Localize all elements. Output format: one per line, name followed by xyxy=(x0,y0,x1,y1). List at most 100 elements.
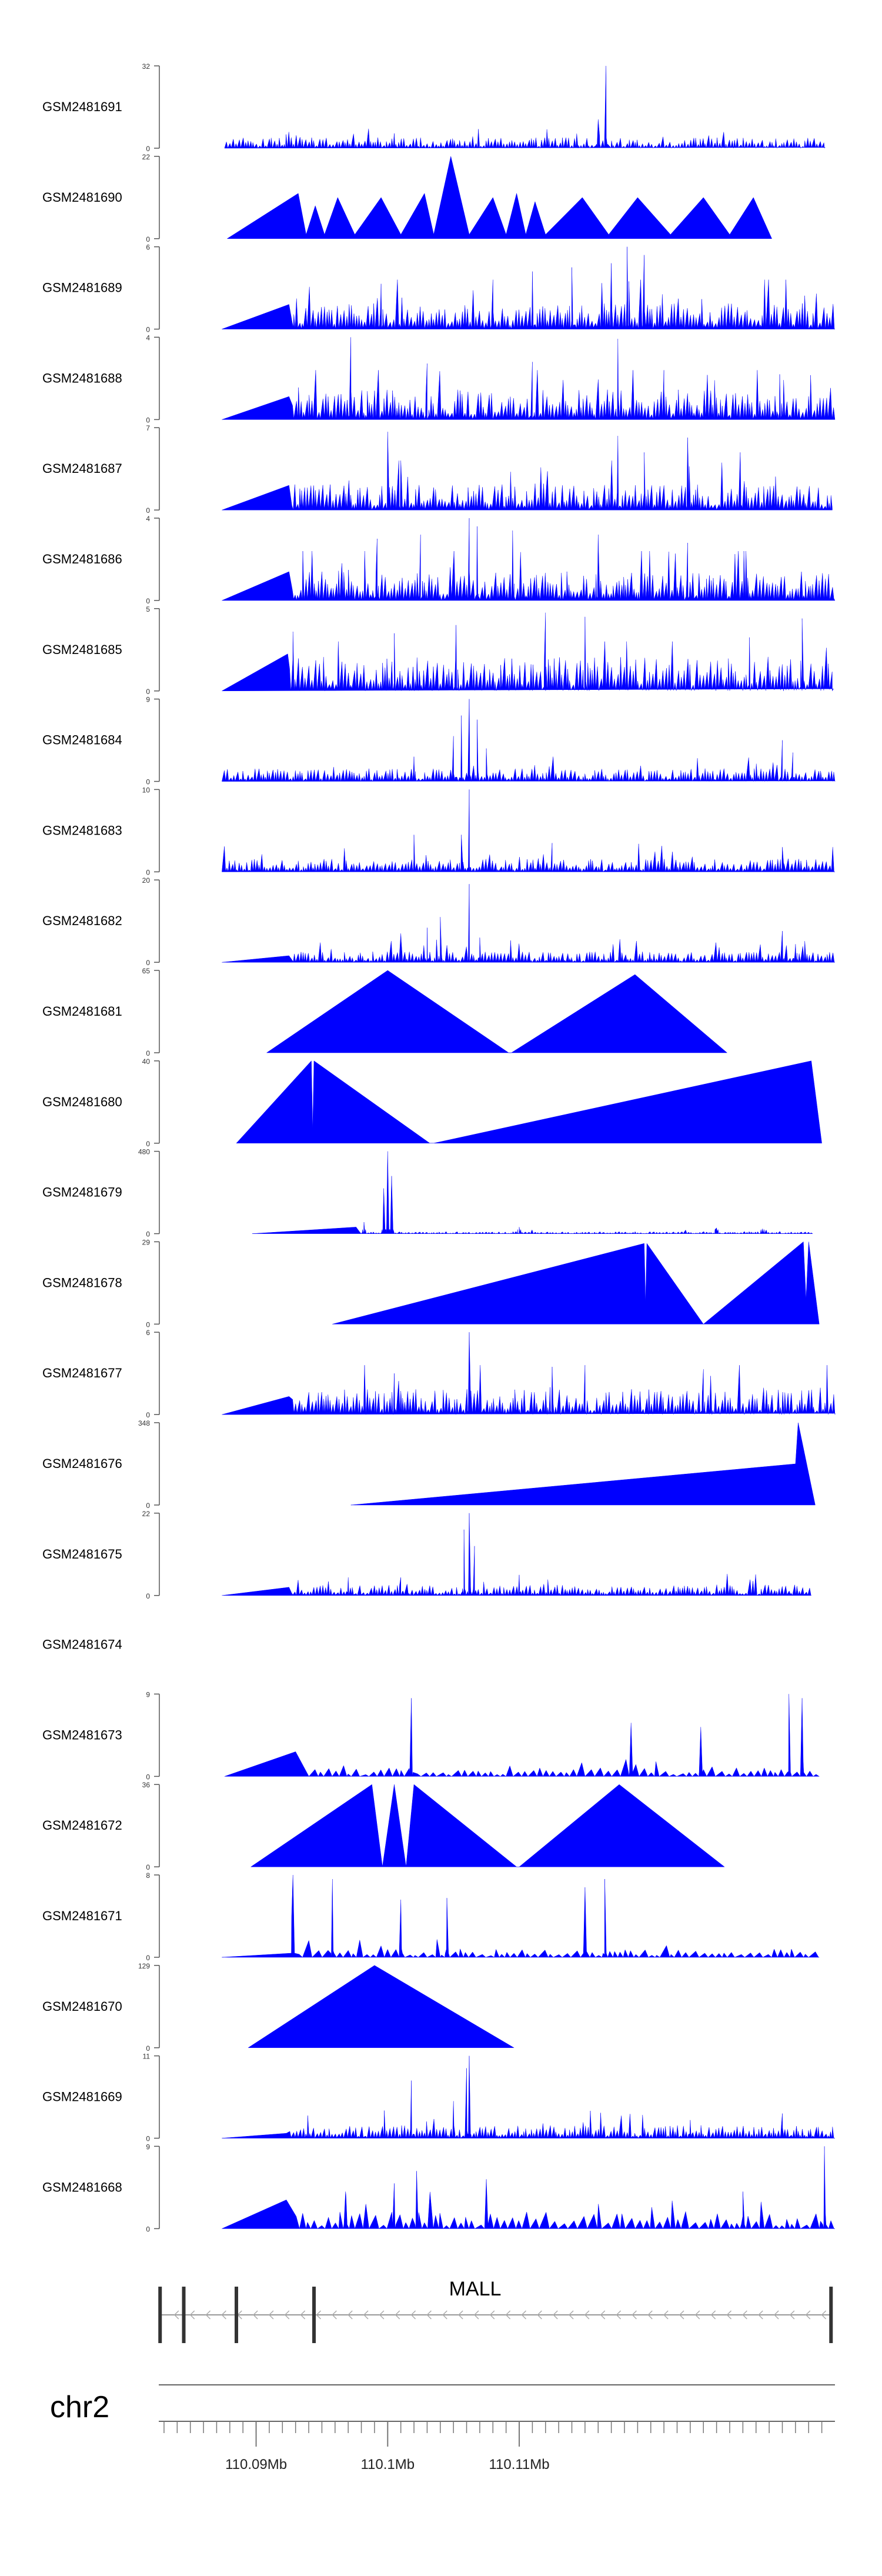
strand-arrow xyxy=(489,2310,495,2320)
y-min-label: 0 xyxy=(146,868,150,876)
strand-arrow xyxy=(616,2310,622,2320)
coverage-area xyxy=(222,2146,835,2230)
gene-exon xyxy=(158,2287,162,2343)
y-min-label: 0 xyxy=(146,1049,150,1057)
strand-arrow xyxy=(173,2310,179,2320)
y-min-label: 0 xyxy=(146,1501,150,1510)
coverage-area xyxy=(350,1422,816,1506)
y-max-label: 4 xyxy=(146,515,150,523)
strand-arrow xyxy=(300,2310,306,2320)
track-GSM2481689: GSM2481689 6 0 xyxy=(42,243,836,334)
coverage-area xyxy=(222,1874,820,1958)
y-max-label: 9 xyxy=(146,696,150,704)
strand-arrow xyxy=(505,2310,511,2320)
track-label: GSM2481677 xyxy=(42,1366,122,1380)
y-max-label: 480 xyxy=(138,1148,150,1156)
y-min-label: 0 xyxy=(146,506,150,515)
y-min-label: 0 xyxy=(146,597,150,605)
track-GSM2481674: GSM2481674 xyxy=(42,1637,122,1652)
strand-arrow xyxy=(253,2310,258,2320)
track-GSM2481684: GSM2481684 9 0 xyxy=(42,696,836,786)
track-GSM2481669: GSM2481669 11 0 xyxy=(42,2053,836,2143)
y-max-label: 7 xyxy=(146,424,150,432)
track-label: GSM2481689 xyxy=(42,281,122,295)
y-max-label: 36 xyxy=(142,1781,151,1789)
y-max-label: 22 xyxy=(142,1510,151,1518)
strand-arrow xyxy=(205,2310,211,2320)
strand-arrow xyxy=(647,2310,653,2320)
coverage-area xyxy=(222,432,833,510)
strand-arrow xyxy=(742,2310,747,2320)
coverage-area xyxy=(224,1694,820,1777)
track-GSM2481668: GSM2481668 9 0 xyxy=(42,2143,835,2233)
track-GSM2481676: GSM2481676 348 0 xyxy=(42,1419,816,1510)
strand-arrow xyxy=(758,2310,763,2320)
coverage-area xyxy=(224,65,826,149)
y-min-label: 0 xyxy=(146,326,150,334)
track-GSM2481681: GSM2481681 65 0 xyxy=(42,967,728,1057)
y-min-label: 0 xyxy=(146,1411,150,1419)
strand-arrow xyxy=(473,2310,479,2320)
gene-exon xyxy=(235,2287,239,2343)
track-label: GSM2481688 xyxy=(42,371,122,385)
y-max-label: 8 xyxy=(146,1871,150,1880)
coverage-area xyxy=(222,1513,812,1596)
y-min-label: 0 xyxy=(146,2044,150,2053)
coverage-area xyxy=(248,1965,515,2048)
strand-arrow xyxy=(521,2310,527,2320)
strand-arrow xyxy=(710,2310,716,2320)
axis-ticks: 110.09Mb 110.1Mb 110.11Mb xyxy=(163,2421,823,2472)
y-min-label: 0 xyxy=(146,1592,150,1600)
gene-exon xyxy=(182,2287,186,2343)
y-min-label: 0 xyxy=(146,1954,150,1962)
strand-arrow xyxy=(284,2310,290,2320)
y-max-label: 5 xyxy=(146,605,150,613)
strand-arrow xyxy=(537,2310,542,2320)
track-label: GSM2481669 xyxy=(42,2090,122,2104)
strand-arrow xyxy=(789,2310,795,2320)
track-GSM2481687: GSM2481687 7 0 xyxy=(42,424,833,515)
strand-arrow xyxy=(348,2310,353,2320)
track-GSM2481685: GSM2481685 5 0 xyxy=(42,605,834,696)
track-GSM2481682: GSM2481682 20 0 xyxy=(42,876,836,967)
y-max-label: 348 xyxy=(138,1419,150,1427)
track-label: GSM2481686 xyxy=(42,552,122,566)
y-min-label: 0 xyxy=(146,1773,150,1781)
coverage-area xyxy=(236,1060,822,1144)
track-GSM2481683: GSM2481683 10 0 xyxy=(42,786,836,876)
coverage-area xyxy=(222,337,836,420)
gene-exon xyxy=(829,2287,833,2343)
strand-arrow xyxy=(363,2310,369,2320)
strand-arrow xyxy=(568,2310,574,2320)
y-max-label: 11 xyxy=(143,2053,151,2061)
gene-model xyxy=(158,2287,833,2343)
coverage-area xyxy=(222,699,836,782)
track-label: GSM2481671 xyxy=(42,1908,122,1923)
track-GSM2481672: GSM2481672 36 0 xyxy=(42,1781,725,1871)
strand-arrow xyxy=(821,2310,827,2320)
track-GSM2481677: GSM2481677 6 0 xyxy=(42,1329,836,1419)
track-GSM2481691: GSM2481691 32 0 xyxy=(42,62,826,153)
strand-arrow xyxy=(379,2310,385,2320)
strand-arrow xyxy=(221,2310,226,2320)
strand-arrow xyxy=(268,2310,274,2320)
strand-arrow xyxy=(395,2310,400,2320)
track-label: GSM2481673 xyxy=(42,1727,122,1742)
y-max-label: 9 xyxy=(146,1690,150,1699)
axis-tick-label: 110.11Mb xyxy=(489,2457,549,2472)
y-min-label: 0 xyxy=(146,959,150,967)
y-min-label: 0 xyxy=(146,688,150,696)
y-max-label: 10 xyxy=(142,786,151,794)
track-label: GSM2481674 xyxy=(42,1637,122,1652)
gene-track: MALL xyxy=(158,2278,833,2343)
coverage-area xyxy=(332,1241,820,1324)
track-GSM2481686: GSM2481686 4 0 xyxy=(42,515,836,605)
track-label: GSM2481670 xyxy=(42,1999,122,2014)
y-max-label: 6 xyxy=(146,1329,150,1337)
y-max-label: 65 xyxy=(142,967,151,975)
track-GSM2481678: GSM2481678 29 0 xyxy=(42,1238,820,1329)
strand-arrow xyxy=(442,2310,447,2320)
axis-tick-label: 110.09Mb xyxy=(225,2457,287,2472)
track-label: GSM2481683 xyxy=(42,823,122,837)
track-GSM2481673: GSM2481673 9 0 xyxy=(42,1690,820,1781)
